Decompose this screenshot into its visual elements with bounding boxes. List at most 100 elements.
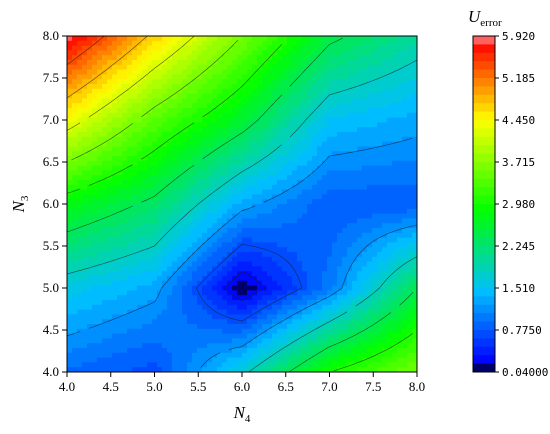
heatmap-cell (207, 137, 213, 142)
heatmap-cell (132, 324, 138, 329)
heatmap-cell (187, 319, 193, 324)
heatmap-cell (312, 290, 318, 295)
heatmap-cell (312, 65, 318, 70)
heatmap-cell (217, 50, 223, 55)
heatmap-cell (332, 218, 338, 223)
heatmap-cell (272, 98, 278, 103)
heatmap-cell (252, 358, 258, 363)
heatmap-cell (77, 161, 83, 166)
heatmap-cell (407, 334, 413, 339)
heatmap-cell (357, 175, 363, 180)
heatmap-cell (127, 305, 133, 310)
heatmap-cell (257, 223, 263, 228)
heatmap-cell (197, 310, 203, 315)
heatmap-cell (232, 310, 238, 315)
heatmap-cell (92, 276, 98, 281)
heatmap-cell (162, 79, 168, 84)
heatmap-cell (77, 362, 83, 367)
heatmap-cell (167, 132, 173, 137)
heatmap-cell (327, 98, 333, 103)
heatmap-cell (97, 132, 103, 137)
heatmap-cell (357, 166, 363, 171)
heatmap-cell (167, 199, 173, 204)
heatmap-cell (297, 55, 303, 60)
heatmap-cell (202, 305, 208, 310)
heatmap-cell (112, 338, 118, 343)
heatmap-cell (362, 84, 368, 89)
heatmap-cell (362, 74, 368, 79)
heatmap-cell (342, 286, 348, 291)
heatmap-cell (102, 314, 108, 319)
heatmap-cell (67, 204, 73, 209)
heatmap-cell (297, 60, 303, 65)
heatmap-cell (212, 199, 218, 204)
heatmap-cell (252, 41, 258, 46)
heatmap-cell (177, 194, 183, 199)
heatmap-cell (372, 190, 378, 195)
heatmap-cell (382, 343, 388, 348)
heatmap-cell (172, 122, 178, 127)
heatmap-cell (322, 84, 328, 89)
heatmap-cell (132, 180, 138, 185)
heatmap-cell (137, 190, 143, 195)
heatmap-cell (77, 257, 83, 262)
heatmap-cell (382, 94, 388, 99)
heatmap-cell (247, 185, 253, 190)
heatmap-cell (382, 98, 388, 103)
heatmap-cell (392, 266, 398, 271)
heatmap-cell (232, 190, 238, 195)
heatmap-cell (122, 142, 128, 147)
heatmap-cell (382, 276, 388, 281)
heatmap-cell (317, 60, 323, 65)
heatmap-cell (282, 310, 288, 315)
heatmap-cell (187, 204, 193, 209)
heatmap-cell (337, 358, 343, 363)
heatmap-cell (112, 190, 118, 195)
heatmap-cell (287, 50, 293, 55)
heatmap-cell (92, 266, 98, 271)
heatmap-cell (117, 41, 123, 46)
heatmap-cell (227, 329, 233, 334)
heatmap-cell (402, 362, 408, 367)
heatmap-cell (342, 218, 348, 223)
heatmap-cell (372, 98, 378, 103)
heatmap-cell (297, 79, 303, 84)
heatmap-cell (252, 281, 258, 286)
heatmap-cell (67, 305, 73, 310)
heatmap-cell (72, 94, 78, 99)
heatmap-cell (72, 98, 78, 103)
heatmap-cell (202, 118, 208, 123)
heatmap-cell (87, 286, 93, 291)
heatmap-cell (137, 166, 143, 171)
heatmap-cell (117, 223, 123, 228)
heatmap-cell (277, 60, 283, 65)
heatmap-cell (327, 190, 333, 195)
heatmap-cell (207, 314, 213, 319)
heatmap-cell (312, 122, 318, 127)
heatmap-cell (397, 190, 403, 195)
heatmap-cell (287, 281, 293, 286)
heatmap-cell (382, 132, 388, 137)
heatmap-cell (342, 204, 348, 209)
heatmap-cell (192, 79, 198, 84)
heatmap-cell (257, 70, 263, 75)
heatmap-cell (127, 94, 133, 99)
heatmap-cell (202, 55, 208, 60)
heatmap-cell (77, 142, 83, 147)
heatmap-cell (352, 242, 358, 247)
heatmap-cell (347, 300, 353, 305)
heatmap-cell (357, 233, 363, 238)
heatmap-cell (242, 290, 248, 295)
heatmap-cell (297, 142, 303, 147)
heatmap-cell (367, 314, 373, 319)
heatmap-cell (177, 314, 183, 319)
heatmap-cell (297, 118, 303, 123)
heatmap-cell (312, 319, 318, 324)
heatmap-cell (252, 36, 258, 41)
heatmap-cell (132, 103, 138, 108)
heatmap-cell (367, 65, 373, 70)
heatmap-cell (172, 329, 178, 334)
heatmap-cell (67, 84, 73, 89)
heatmap-cell (402, 343, 408, 348)
heatmap-cell (122, 353, 128, 358)
